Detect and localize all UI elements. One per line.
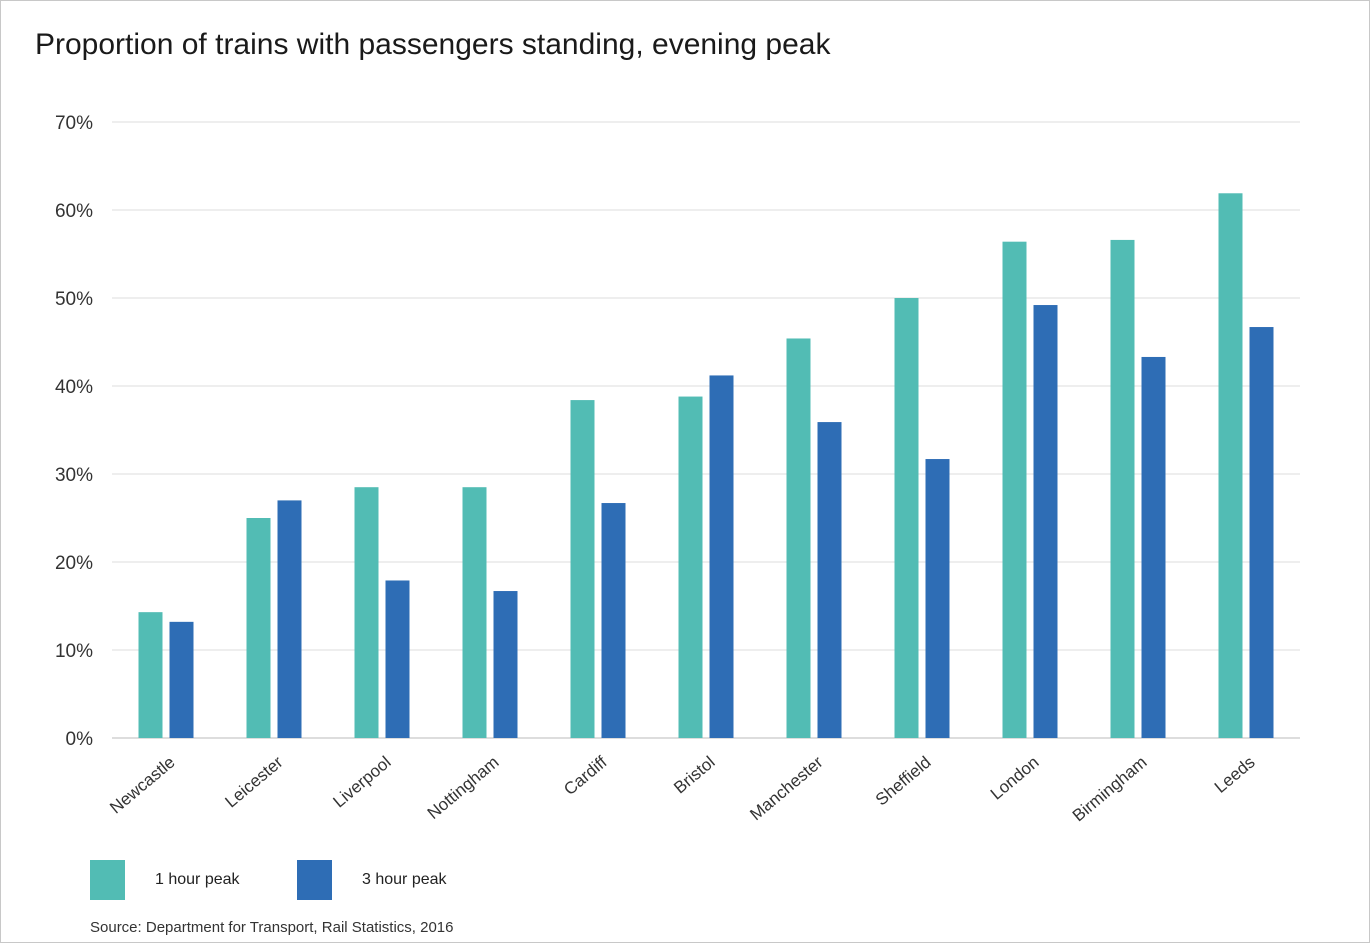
bar-3-hour-birmingham [1141,356,1166,738]
y-tick-label: 60% [55,201,93,222]
x-tick-label: Manchester [746,752,827,824]
y-tick-label: 0% [66,729,94,750]
bar-1-hour-leicester [246,518,271,738]
legend-item-3-hour: 3 hour peak [297,860,447,900]
bar-3-hour-leeds [1249,327,1274,738]
bar-3-hour-sheffield [925,459,950,738]
bar-1-hour-birmingham [1110,239,1135,739]
bar-3-hour-liverpool [385,580,410,738]
bar-3-hour-cardiff [601,503,626,738]
y-axis-ticks: 0% 10% 20% 30% 40% 50% 60% 70% [55,113,93,750]
bar-3-hour-leicester [277,500,302,738]
x-axis-ticks: Newcastle Leicester Liverpool Nottingham Car… [106,752,1258,825]
bar-3-hour-bristol [709,375,734,738]
bar-1-hour-newcastle [138,612,163,738]
chart-title: Proportion of trains with passengers sta… [35,28,831,61]
x-tick-label: Sheffield [872,753,935,810]
legend-swatch-3-hour [297,860,332,900]
legend-label-1-hour: 1 hour peak [155,871,240,888]
y-tick-label: 70% [55,113,93,134]
source-note: Source: Department for Transport, Rail S… [90,919,454,936]
bar-3-hour-newcastle [169,621,194,738]
x-tick-label: Leeds [1211,753,1259,797]
y-tick-label: 10% [55,641,93,662]
bar-1-hour-nottingham [462,487,487,738]
y-tick-label: 20% [55,553,93,574]
bar-1-hour-london [1002,241,1027,738]
x-tick-label: Leicester [222,752,287,811]
bar-1-hour-sheffield [894,298,919,738]
x-tick-label: London [987,753,1043,804]
x-tick-label: Liverpool [330,753,395,812]
bars [138,193,1274,739]
y-tick-label: 30% [55,465,93,486]
bar-1-hour-bristol [678,396,703,738]
legend-item-1-hour: 1 hour peak [90,860,240,900]
bar-3-hour-manchester [817,422,842,738]
bar-1-hour-leeds [1218,193,1243,738]
legend-swatch-1-hour [90,860,125,900]
bar-1-hour-manchester [786,338,811,738]
y-tick-label: 50% [55,289,93,310]
x-tick-label: Newcastle [106,753,178,818]
bar-3-hour-london [1033,305,1058,738]
y-tick-label: 40% [55,377,93,398]
x-tick-label: Nottingham [424,753,503,823]
bar-1-hour-cardiff [570,400,595,738]
x-tick-label: Bristol [670,753,718,798]
bar-1-hour-liverpool [354,487,379,738]
x-tick-label: Birmingham [1069,753,1151,826]
gridlines [112,121,1300,739]
legend-label-3-hour: 3 hour peak [362,871,447,888]
bar-3-hour-nottingham [493,591,518,738]
x-tick-label: Cardiff [560,752,611,799]
